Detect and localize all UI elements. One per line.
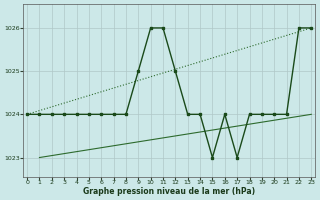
X-axis label: Graphe pression niveau de la mer (hPa): Graphe pression niveau de la mer (hPa) bbox=[83, 187, 255, 196]
